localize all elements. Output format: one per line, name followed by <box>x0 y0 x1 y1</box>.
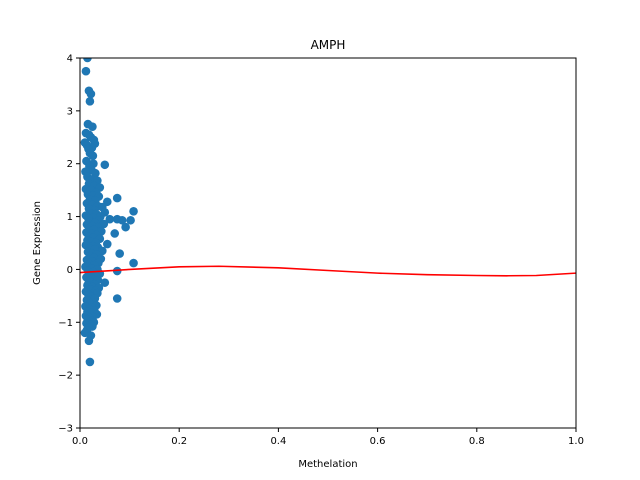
data-point <box>81 66 91 76</box>
data-point <box>129 206 138 216</box>
data-point <box>88 151 98 161</box>
data-point <box>86 89 96 99</box>
data-point <box>112 193 122 203</box>
y-tick-label: 1 <box>67 212 73 223</box>
data-point <box>85 97 95 106</box>
data-point <box>110 229 120 238</box>
data-point <box>83 58 92 63</box>
x-axis: 0.0 0.2 0.4 0.6 0.8 1.0 <box>72 428 584 447</box>
chart-title: AMPH <box>311 38 346 52</box>
x-tick-label: 0.8 <box>469 436 485 447</box>
data-point <box>99 219 109 229</box>
data-point <box>102 239 112 249</box>
data-point <box>84 336 94 346</box>
y-axis: −3 −2 −1 0 1 2 3 4 <box>58 54 80 435</box>
x-tick-label: 0.2 <box>171 436 187 447</box>
data-point <box>100 160 110 170</box>
data-point <box>126 215 135 225</box>
x-axis-label: Methelation <box>298 459 357 470</box>
y-tick-label: 0 <box>67 265 73 276</box>
data-point <box>129 258 138 268</box>
y-tick-label: −3 <box>58 424 73 435</box>
data-point <box>91 168 100 178</box>
y-tick-label: −1 <box>58 318 73 329</box>
x-tick-label: 0.0 <box>72 436 88 447</box>
axes-frame <box>79 57 577 429</box>
x-tick-label: 0.6 <box>370 436 386 447</box>
x-tick-label: 1.0 <box>568 436 584 447</box>
data-point <box>85 357 95 367</box>
data-point <box>88 122 97 132</box>
y-tick-label: 2 <box>67 159 73 170</box>
data-point <box>117 215 127 225</box>
fit-line <box>80 265 576 277</box>
y-tick-label: 3 <box>67 106 73 117</box>
y-tick-label: −2 <box>58 371 73 382</box>
data-point <box>121 222 130 232</box>
data-point <box>100 278 110 287</box>
x-tick-label: 0.4 <box>270 436 286 447</box>
plot-marks <box>80 58 576 367</box>
y-tick-label: 4 <box>67 54 73 65</box>
y-axis-label: Gene Expression <box>32 201 43 285</box>
data-point <box>105 214 115 224</box>
data-point <box>112 294 122 303</box>
data-point <box>115 249 124 258</box>
